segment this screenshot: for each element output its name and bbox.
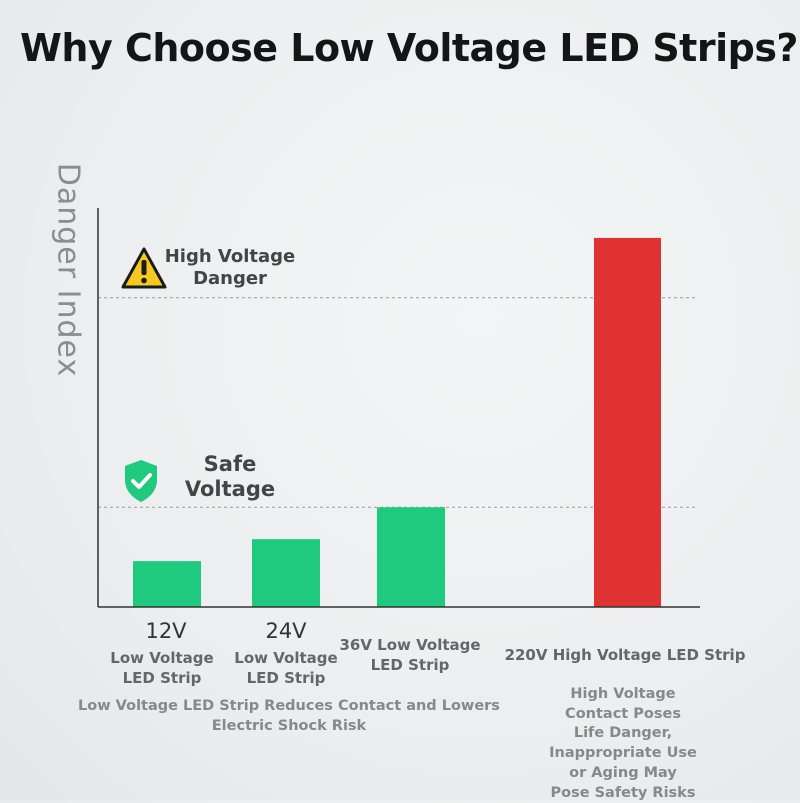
x-tick-label-24v: 24V: [265, 619, 307, 643]
category-label-220v: 220V High Voltage LED Strip: [504, 646, 746, 664]
category-label-12v: Low Voltage LED Strip: [110, 649, 214, 687]
high-voltage-note: High Voltage Contact Poses Life Danger, …: [549, 686, 697, 801]
low-voltage-note: Low Voltage LED Strip Reduces Contact an…: [78, 698, 500, 734]
category-label-36v: 36V Low Voltage LED Strip: [339, 636, 481, 674]
warning-triangle-icon: [121, 247, 167, 289]
bar-36v: [377, 507, 445, 607]
page-title: Why Choose Low Voltage LED Strips?: [20, 26, 798, 70]
high-voltage-danger-label: High Voltage Danger: [164, 246, 296, 289]
bar-220v: [594, 237, 661, 608]
x-tick-label-12v: 12V: [145, 619, 187, 643]
bar-24v: [252, 539, 320, 607]
bar-12v: [133, 561, 201, 607]
category-label-24v: Low Voltage LED Strip: [234, 649, 338, 687]
shield-check-icon: [125, 460, 157, 502]
safe-voltage-label: Safe Voltage: [184, 452, 276, 502]
